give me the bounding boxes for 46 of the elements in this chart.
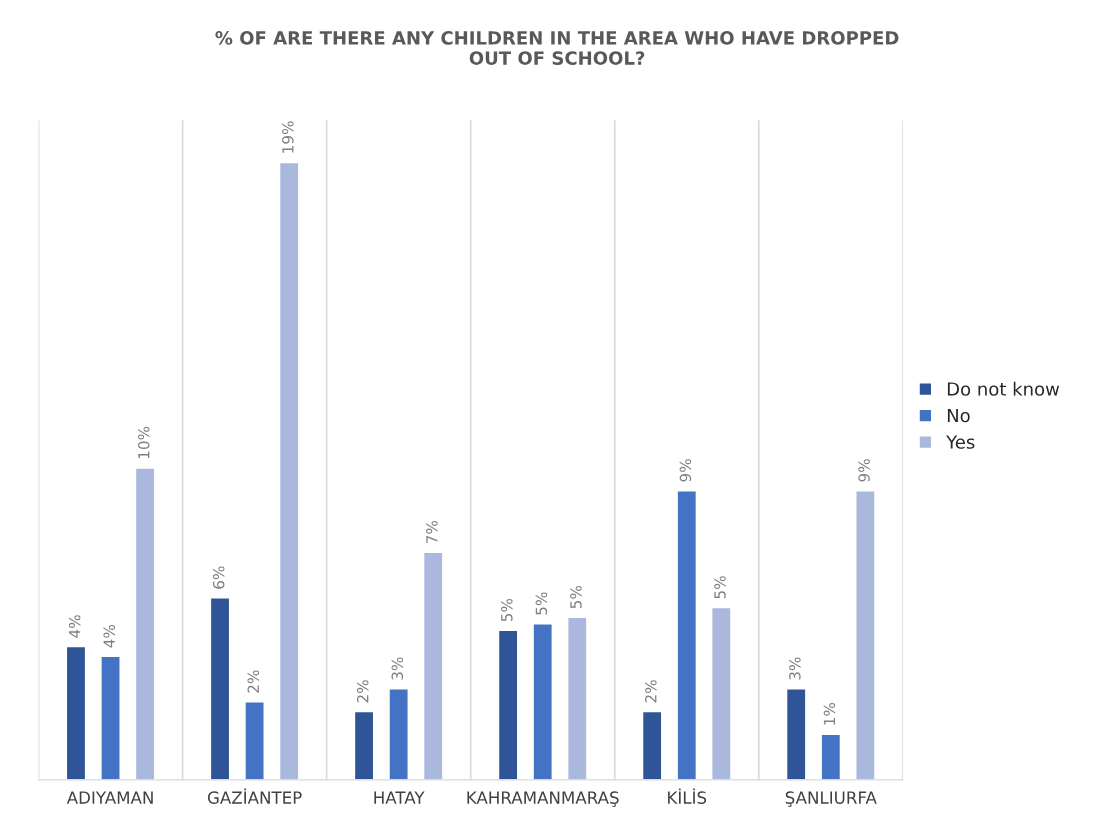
bar: [209, 597, 231, 780]
x-tick-label: ŞANLIURFA: [785, 791, 877, 807]
bar: [278, 161, 300, 780]
bar: [65, 645, 87, 780]
bar: [855, 489, 876, 780]
bar: [711, 606, 732, 780]
bar: [388, 688, 409, 780]
x-tick-label: KAHRAMANMARAŞ: [467, 791, 619, 807]
legend-label: No: [947, 408, 970, 423]
data-label: 9%: [858, 459, 870, 482]
data-label: 4%: [68, 615, 81, 638]
bar: [820, 733, 842, 780]
x-tick-label: ADIYAMAN: [66, 791, 153, 804]
bar: [497, 629, 519, 780]
data-label: 5%: [714, 576, 726, 599]
bar: [785, 688, 807, 780]
x-tick-label: HATAY: [374, 791, 425, 804]
data-label: 3%: [789, 657, 801, 680]
bar: [353, 710, 375, 780]
bar: [566, 616, 588, 780]
bar: [422, 551, 444, 780]
chart-title: % OF ARE THERE ANY CHILDREN IN THE AREA WHO HAVE DROPPED OUT OF SCHOOL?: [215, 31, 899, 65]
bar: [100, 655, 121, 780]
data-label: 9%: [679, 459, 692, 482]
legend-label: Yes: [946, 435, 975, 449]
data-label: 1%: [823, 702, 836, 725]
data-label: 2%: [356, 680, 369, 703]
bar: [641, 710, 663, 780]
data-label: 7%: [426, 520, 438, 544]
data-label: 2%: [645, 680, 657, 703]
data-label: 5%: [535, 592, 548, 615]
data-label: 4%: [103, 624, 115, 648]
bar: [134, 467, 156, 780]
data-label: 3%: [391, 657, 404, 680]
bar: [244, 701, 265, 780]
data-label: 2%: [247, 670, 260, 693]
data-label: 5%: [570, 585, 582, 609]
data-label: 5%: [501, 598, 513, 622]
bar: [532, 623, 553, 780]
data-label: 10%: [138, 426, 150, 459]
bar: [676, 489, 698, 780]
x-tick-label: KİLİS: [668, 788, 707, 804]
data-label: 6%: [212, 566, 225, 589]
data-label: 19%: [282, 121, 294, 153]
x-tick-label: GAZİANTEP: [207, 788, 302, 804]
legend-label: Do not know: [947, 381, 1060, 396]
